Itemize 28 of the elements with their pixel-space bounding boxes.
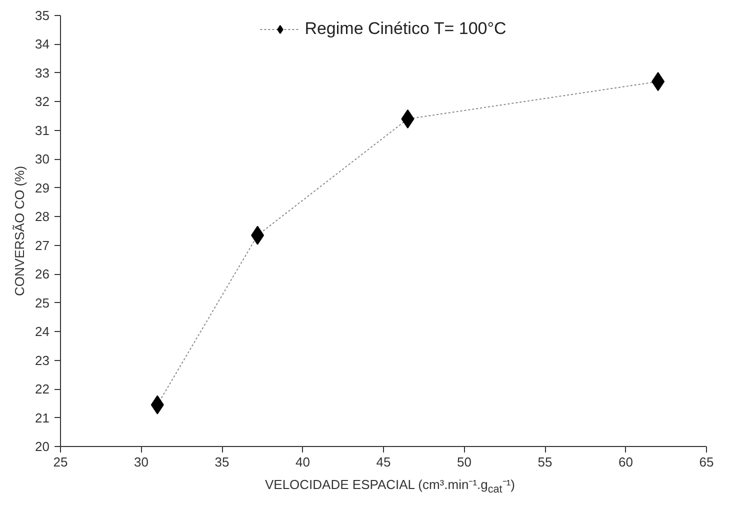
x-tick-label: 40 bbox=[296, 454, 310, 470]
y-tick-label: 25 bbox=[35, 295, 50, 310]
x-axis-title: VELOCIDADE ESPACIAL (cm³.min⁻¹.g$_{cat}$⁻¹) bbox=[264, 476, 516, 498]
y-tick-label: 33 bbox=[35, 65, 50, 80]
y-axis-title: CONVERSÃO CO (%) bbox=[12, 166, 28, 296]
x-tick-label: 65 bbox=[699, 454, 714, 470]
x-tick-label: 25 bbox=[53, 454, 68, 470]
y-tick-label: 23 bbox=[35, 352, 50, 368]
x-tick-label: 50 bbox=[457, 454, 472, 470]
y-tick-label: 32 bbox=[35, 94, 50, 110]
x-tick-label: 55 bbox=[538, 454, 552, 470]
x-tick-label: 35 bbox=[214, 454, 230, 470]
y-tick-label: 26 bbox=[35, 266, 50, 282]
y-tick-label: 22 bbox=[35, 382, 50, 397]
y-tick-label: 35 bbox=[35, 8, 50, 23]
y-tick-label: 28 bbox=[35, 209, 50, 224]
y-tick-label: 29 bbox=[35, 180, 50, 196]
y-tick-label: 20 bbox=[35, 439, 50, 454]
x-tick-label: 30 bbox=[134, 454, 148, 470]
y-tick-label: 30 bbox=[35, 152, 50, 167]
y-tick-label: 21 bbox=[35, 410, 50, 426]
legend-label: Regime Cinético T= 100°C bbox=[304, 19, 506, 39]
y-tick-label: 34 bbox=[35, 36, 50, 52]
y-tick-label: 31 bbox=[35, 122, 50, 138]
x-tick-label: 45 bbox=[376, 454, 391, 470]
y-tick-label: 24 bbox=[35, 324, 50, 340]
x-tick-label: 60 bbox=[618, 454, 633, 470]
y-tick-label: 27 bbox=[35, 238, 50, 253]
